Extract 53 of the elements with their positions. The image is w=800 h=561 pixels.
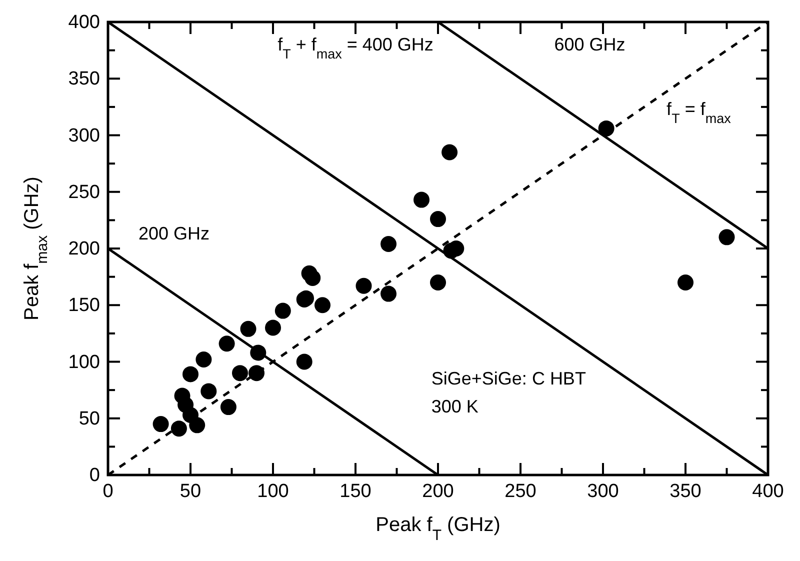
y-tick-label: 100 [68, 352, 100, 373]
annotation: 300 K [431, 396, 478, 417]
annotation: f$_{T}$ = f$_{max}$ [666, 98, 732, 126]
x-tick-label: 300 [587, 481, 619, 502]
y-tick-label: 150 [68, 295, 100, 316]
point [248, 365, 264, 382]
x-tick-label: 400 [752, 481, 784, 502]
x-tick-label: 150 [340, 481, 372, 502]
x-tick-label: 0 [102, 481, 114, 502]
y-tick-label: 350 [68, 68, 100, 90]
point [380, 236, 396, 252]
point [220, 399, 236, 416]
point [274, 302, 291, 319]
y-tick-label: 0 [89, 465, 100, 486]
annotation: f$_{T}$ + f$_{max}$ = 400 GHz [278, 34, 434, 61]
point [678, 274, 694, 290]
point [152, 416, 169, 432]
annotation: SiGe+SiGe: C HBT [431, 368, 586, 388]
point [356, 278, 372, 294]
point [304, 270, 321, 286]
point [240, 320, 256, 337]
point [442, 144, 458, 160]
x-axis-title: Peak f$_{T}$ (GHz) [376, 514, 500, 544]
x-tick-label: 50 [180, 481, 202, 502]
point [380, 286, 396, 302]
x-tick-label: 200 [422, 481, 454, 502]
point [414, 192, 430, 208]
y-tick-label: 200 [68, 238, 100, 260]
point [265, 320, 281, 336]
x-tick-label: 350 [670, 481, 702, 502]
point [296, 354, 312, 370]
point [182, 366, 198, 382]
point [170, 420, 187, 437]
annotation: 200 GHz [138, 223, 210, 244]
point [718, 229, 735, 246]
point [430, 274, 446, 290]
point [182, 406, 198, 423]
point [218, 336, 235, 352]
point [448, 240, 464, 256]
point [250, 344, 266, 361]
y-tick-label: 400 [68, 12, 100, 33]
y-tick-label: 50 [78, 408, 100, 430]
y-tick-label: 300 [68, 125, 100, 146]
annotation: 600 GHz [554, 34, 626, 54]
point [200, 383, 217, 400]
point [232, 365, 248, 382]
point [314, 297, 330, 314]
y-tick-label: 250 [68, 182, 100, 203]
x-tick-label: 100 [257, 481, 289, 502]
point [430, 211, 446, 228]
point [196, 351, 212, 368]
x-tick-label: 250 [504, 481, 536, 502]
point [598, 120, 614, 136]
